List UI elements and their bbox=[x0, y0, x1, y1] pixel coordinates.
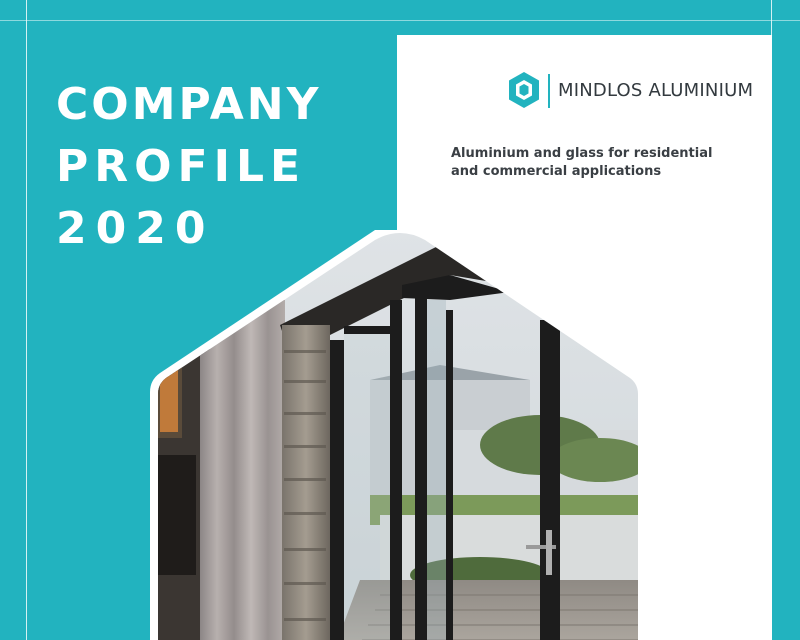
title-line-3: 2020 bbox=[56, 203, 215, 254]
logo-divider bbox=[548, 74, 550, 108]
brand-name: MINDLOS ALUMINIUM bbox=[558, 80, 754, 101]
trim-line-top bbox=[0, 20, 800, 21]
brand-logo: MINDLOS ALUMINIUM bbox=[508, 71, 753, 111]
interior-photo bbox=[150, 230, 650, 640]
title-line-1: COMPANY bbox=[56, 79, 322, 130]
tagline: Aluminium and glass for residential and … bbox=[451, 145, 751, 181]
page-title: COMPANY PROFILE 2020 bbox=[56, 74, 321, 260]
tagline-line-1: Aluminium and glass for residential bbox=[451, 146, 713, 161]
tagline-line-2: and commercial applications bbox=[451, 164, 662, 179]
trim-line-left bbox=[26, 0, 27, 640]
title-line-2: PROFILE bbox=[56, 141, 307, 192]
hexagon-icon bbox=[509, 72, 539, 108]
